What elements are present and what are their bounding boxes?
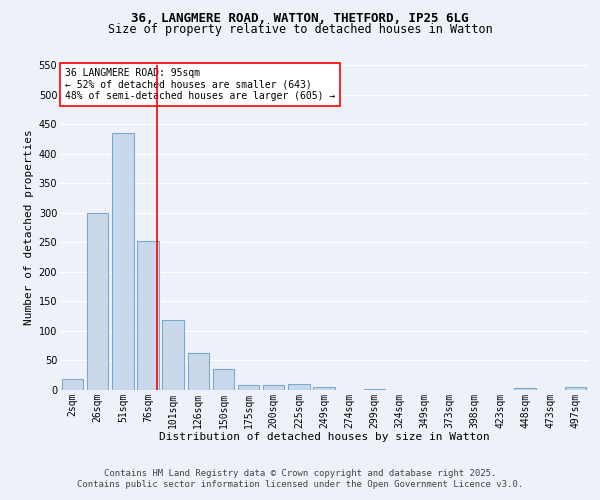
Bar [565, 387, 586, 390]
Bar [213, 370, 234, 390]
Y-axis label: Number of detached properties: Number of detached properties [25, 130, 34, 326]
Bar [188, 354, 209, 390]
X-axis label: Distribution of detached houses by size in Watton: Distribution of detached houses by size … [158, 432, 490, 442]
Bar [288, 384, 310, 390]
Bar [137, 240, 158, 390]
Text: Contains public sector information licensed under the Open Government Licence v3: Contains public sector information licen… [77, 480, 523, 489]
Bar [238, 386, 259, 390]
Bar [163, 320, 184, 390]
Text: Contains HM Land Registry data © Crown copyright and database right 2025.: Contains HM Land Registry data © Crown c… [104, 468, 496, 477]
Bar [514, 388, 536, 390]
Bar [364, 389, 385, 390]
Bar [263, 386, 284, 390]
Text: 36 LANGMERE ROAD: 95sqm
← 52% of detached houses are smaller (643)
48% of semi-d: 36 LANGMERE ROAD: 95sqm ← 52% of detache… [65, 68, 335, 102]
Bar [87, 212, 109, 390]
Text: Size of property relative to detached houses in Watton: Size of property relative to detached ho… [107, 22, 493, 36]
Bar [62, 380, 83, 390]
Bar [112, 133, 134, 390]
Text: 36, LANGMERE ROAD, WATTON, THETFORD, IP25 6LG: 36, LANGMERE ROAD, WATTON, THETFORD, IP2… [131, 12, 469, 26]
Bar [313, 387, 335, 390]
